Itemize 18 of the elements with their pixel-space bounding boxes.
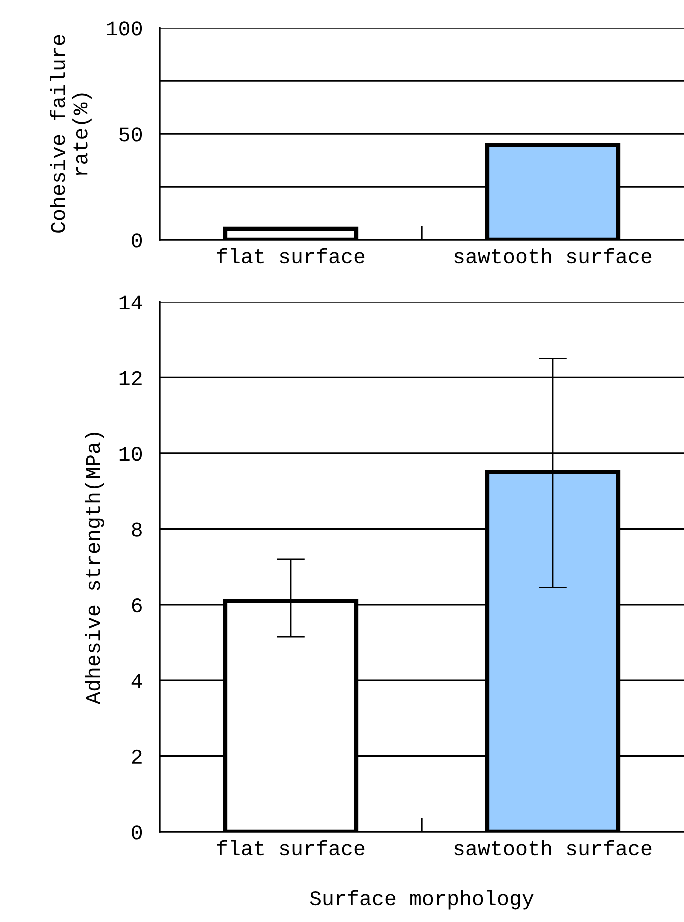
y-axis-title: Cohesive failure rate(%)	[50, 35, 92, 233]
x-axis-title: Surface morphology	[310, 890, 534, 910]
y-tick-label: 0	[132, 826, 142, 840]
y-tick-label: 100	[107, 22, 142, 36]
y-tick-label: 14	[120, 296, 142, 310]
y-tick-label: 50	[120, 128, 142, 142]
y-tick-label: 10	[120, 447, 142, 462]
y-tick-label: 8	[132, 522, 142, 537]
y-tick-label: 0	[132, 234, 142, 248]
y-axis-title: Adhesive strength(MPa)	[85, 432, 104, 705]
y-tick-label: 12	[120, 371, 142, 386]
y-tick-label: 4	[132, 674, 142, 688]
y-tick-label: 6	[132, 598, 142, 613]
x-tick-label: sawtooth surface	[454, 840, 652, 856]
y-tick-label: 2	[132, 750, 142, 764]
x-tick-label: flat surface	[217, 248, 365, 264]
x-tick-label: flat surface	[217, 840, 365, 856]
x-tick-label: sawtooth surface	[454, 248, 652, 264]
